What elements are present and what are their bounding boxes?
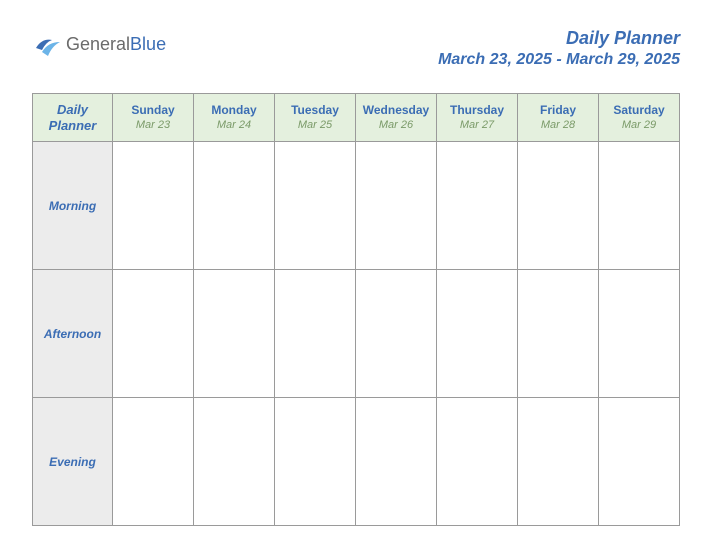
planner-cell — [518, 270, 599, 398]
logo-blue: Blue — [130, 34, 166, 54]
day-header: FridayMar 28 — [518, 94, 599, 142]
period-label: Morning — [33, 142, 113, 270]
day-name: Tuesday — [277, 103, 353, 119]
day-header: ThursdayMar 27 — [437, 94, 518, 142]
planner-cell — [356, 142, 437, 270]
logo-text: GeneralBlue — [66, 35, 166, 53]
planner-cell — [113, 398, 194, 526]
day-date: Mar 24 — [196, 118, 272, 132]
day-date: Mar 23 — [115, 118, 191, 132]
logo-swoosh-icon — [32, 28, 64, 60]
planner-cell — [518, 398, 599, 526]
period-label: Evening — [33, 398, 113, 526]
day-header: SaturdayMar 29 — [599, 94, 680, 142]
planner-cell — [599, 398, 680, 526]
day-date: Mar 26 — [358, 118, 434, 132]
day-header: MondayMar 24 — [194, 94, 275, 142]
day-name: Sunday — [115, 103, 191, 119]
planner-cell — [356, 270, 437, 398]
day-header: WednesdayMar 26 — [356, 94, 437, 142]
corner-cell: Daily Planner — [33, 94, 113, 142]
logo: GeneralBlue — [32, 28, 166, 60]
title-block: Daily Planner March 23, 2025 - March 29,… — [438, 28, 680, 69]
day-name: Wednesday — [358, 103, 434, 119]
table-row: Evening — [33, 398, 680, 526]
day-header: TuesdayMar 25 — [275, 94, 356, 142]
planner-cell — [194, 270, 275, 398]
planner-cell — [356, 398, 437, 526]
planner-cell — [599, 270, 680, 398]
day-name: Saturday — [601, 103, 677, 119]
day-date: Mar 25 — [277, 118, 353, 132]
header: GeneralBlue Daily Planner March 23, 2025… — [32, 28, 680, 69]
planner-cell — [113, 142, 194, 270]
planner-cell — [113, 270, 194, 398]
planner-cell — [437, 142, 518, 270]
table-row: Afternoon — [33, 270, 680, 398]
day-name: Friday — [520, 103, 596, 119]
date-range: March 23, 2025 - March 29, 2025 — [438, 51, 680, 69]
day-date: Mar 28 — [520, 118, 596, 132]
day-date: Mar 27 — [439, 118, 515, 132]
planner-cell — [437, 398, 518, 526]
period-label: Afternoon — [33, 270, 113, 398]
planner-cell — [437, 270, 518, 398]
planner-cell — [194, 142, 275, 270]
page-title: Daily Planner — [438, 28, 680, 49]
header-row: Daily Planner SundayMar 23 MondayMar 24 … — [33, 94, 680, 142]
day-name: Monday — [196, 103, 272, 119]
table-row: Morning — [33, 142, 680, 270]
day-header: SundayMar 23 — [113, 94, 194, 142]
planner-cell — [518, 142, 599, 270]
planner-cell — [275, 270, 356, 398]
planner-cell — [599, 142, 680, 270]
day-date: Mar 29 — [601, 118, 677, 132]
planner-cell — [275, 142, 356, 270]
day-name: Thursday — [439, 103, 515, 119]
logo-general: General — [66, 34, 130, 54]
planner-cell — [194, 398, 275, 526]
planner-table: Daily Planner SundayMar 23 MondayMar 24 … — [32, 93, 680, 526]
planner-cell — [275, 398, 356, 526]
